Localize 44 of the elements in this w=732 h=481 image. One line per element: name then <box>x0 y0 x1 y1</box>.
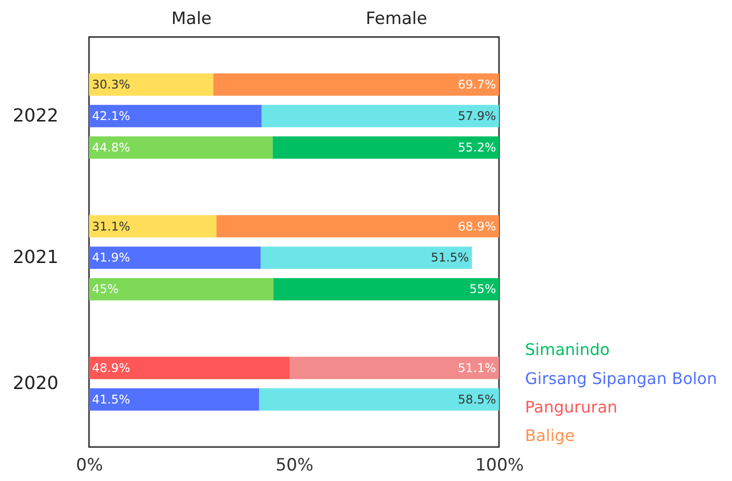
y-tick-label: 2020 <box>12 373 58 394</box>
x-tick-label: 50% <box>276 456 314 476</box>
bar <box>289 356 499 380</box>
bar <box>262 104 499 128</box>
data-label: 44.8% <box>92 140 130 155</box>
data-label: 69.7% <box>458 78 496 92</box>
data-label: 51.1% <box>458 360 496 375</box>
text: Simanindo <box>525 340 610 360</box>
y-tick-label: 2022 <box>12 106 58 127</box>
bar <box>260 246 472 269</box>
data-label: 41.9% <box>92 250 130 265</box>
data-label: 41.5% <box>92 392 130 406</box>
data-label: 57.9% <box>458 109 496 124</box>
bar <box>272 136 499 159</box>
bar <box>89 388 260 411</box>
data-label: 55.2% <box>458 140 496 155</box>
bar <box>89 278 274 300</box>
text: Balige <box>525 426 575 445</box>
y-tick-label: 2021 <box>12 247 58 268</box>
text: Male <box>171 9 212 29</box>
data-label: 30.3% <box>92 78 130 92</box>
data-label: 55% <box>469 282 496 296</box>
bar <box>89 104 262 128</box>
data-label: 68.9% <box>458 219 496 234</box>
bar <box>89 73 214 96</box>
x-tick-label: 0% <box>76 456 103 476</box>
data-label: 45% <box>92 282 119 296</box>
bar <box>274 278 499 300</box>
data-label: 58.5% <box>458 392 496 406</box>
bar <box>89 246 261 269</box>
text: Girsang Sipangan Bolon <box>525 368 717 388</box>
bar <box>213 73 499 96</box>
data-label: 31.1% <box>92 219 130 234</box>
data-label: 48.9% <box>92 360 130 375</box>
bar <box>259 388 499 411</box>
text: Female <box>366 9 428 29</box>
bar <box>89 215 217 238</box>
bar <box>216 215 499 238</box>
data-label: 42.1% <box>92 109 130 124</box>
bar <box>89 356 290 380</box>
x-tick-label: 100% <box>475 456 524 476</box>
data-label: 51.5% <box>430 250 469 265</box>
bar <box>89 136 273 159</box>
text: Pangururan <box>525 397 618 416</box>
